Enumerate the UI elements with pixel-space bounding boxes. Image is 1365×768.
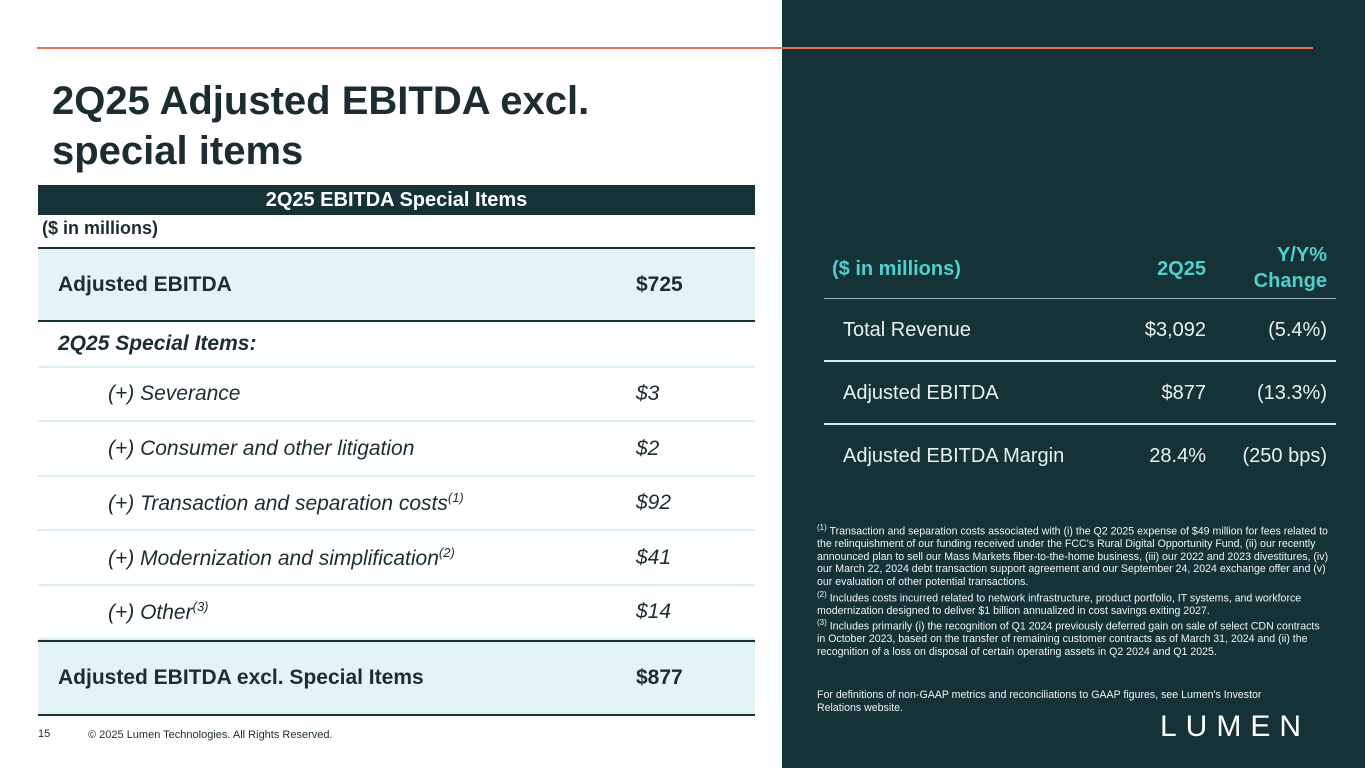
row-label: (+) Modernization and simplification(2) (108, 545, 455, 571)
table-row: (+) Other(3) $14 (38, 586, 755, 640)
row-label: Adjusted EBITDA (58, 273, 232, 297)
column-header: Y/Y% Change (1253, 244, 1327, 292)
row-value: $2 (636, 436, 660, 460)
row-value: $14 (636, 600, 672, 623)
table-row: (+) Modernization and simplification(2) $… (38, 531, 755, 586)
table-row: (+) Consumer and other litigation $2 (38, 422, 755, 477)
footnote: (3) Includes primarily (i) the recogniti… (817, 617, 1329, 658)
table-row: Adjusted EBITDA excl. Special Items $877 (38, 640, 755, 716)
page-number: 15 (38, 728, 51, 740)
label-text: Adjusted EBITDA excl. Special Items (58, 666, 424, 689)
row-label: Total Revenue (843, 319, 971, 341)
footnote-text: Includes costs incurred related to netwo… (817, 592, 1302, 617)
row-label: Adjusted EBITDA excl. Special Items (58, 666, 424, 690)
table-row: (+) Severance $3 (38, 368, 755, 422)
label-text: (+) Other (108, 601, 193, 624)
row-label: Adjusted EBITDA (843, 382, 999, 404)
label-text: 2Q25 Special Items: (58, 332, 257, 355)
row-value: $41 (636, 545, 672, 569)
row-change: (250 bps) (1242, 445, 1328, 467)
footnote: (2) Includes costs incurred related to n… (817, 589, 1329, 618)
row-change: (13.3%) (1256, 382, 1327, 404)
row-change: (5.4%) (1268, 319, 1327, 341)
summary-header: ($ in millions) 2Q25 Y/Y% Change (824, 240, 1336, 299)
footnote-ref: (3) (192, 599, 209, 614)
row-value: $877 (636, 666, 683, 689)
column-header: 2Q25 (1157, 258, 1206, 280)
row-value: $92 (636, 491, 672, 514)
footnote-marker: (1) (817, 523, 827, 532)
label-text: (+) Consumer and other litigation (108, 436, 415, 460)
definitions-note: For definitions of non-GAAP metrics and … (817, 689, 1262, 714)
row-value: $3 (636, 382, 660, 405)
table-row: 2Q25 Special Items: (38, 322, 755, 368)
copyright: © 2025 Lumen Technologies. All Rights Re… (88, 729, 333, 741)
footnote-ref: (1) (447, 490, 464, 505)
row-label: Adjusted EBITDA Margin (843, 445, 1065, 467)
table-unit: ($ in millions) (42, 218, 159, 238)
column-header: ($ in millions) (832, 258, 961, 280)
row-label: 2Q25 Special Items: (58, 332, 256, 356)
row-label: (+) Consumer and other litigation (108, 437, 414, 461)
row-value: 28.4% (1149, 445, 1206, 467)
label-text: Adjusted EBITDA (58, 272, 232, 296)
row-label: (+) Transaction and separation costs(1) (108, 490, 464, 516)
summary-row: Total Revenue $3,092 (5.4%) (824, 299, 1336, 362)
row-value: $725 (636, 272, 683, 296)
footnote-marker: (3) (817, 618, 827, 628)
row-label: (+) Severance (108, 382, 240, 406)
label-text: (+) Severance (108, 382, 241, 405)
table-title: 2Q25 EBITDA Special Items (38, 185, 755, 215)
label-text: (+) Transaction and separation costs (108, 492, 448, 515)
footnote-text: Transaction and separation costs associa… (817, 525, 1329, 588)
footnote-text: Includes primarily (i) the recognition o… (817, 620, 1320, 658)
logo: LUMEN (1160, 710, 1311, 743)
table-row: Adjusted EBITDA $725 (38, 247, 755, 322)
label-text: (+) Modernization and simplification (108, 546, 439, 570)
row-value: $877 (1161, 382, 1207, 404)
table-row: (+) Transaction and separation costs(1) $… (38, 477, 755, 531)
footnote-ref: (2) (438, 544, 455, 560)
dark-panel (782, 0, 1365, 768)
row-label: (+) Other(3) (108, 599, 209, 625)
row-value: $3,092 (1144, 319, 1206, 341)
summary-row: Adjusted EBITDA $877 (13.3%) (824, 362, 1336, 425)
footnote: (1) Transaction and separation costs ass… (817, 522, 1329, 589)
footnotes: (1) Transaction and separation costs ass… (817, 522, 1329, 659)
accent-rule (37, 47, 1313, 49)
summary-row: Adjusted EBITDA Margin 28.4% (250 bps) (824, 425, 1336, 488)
slide-title: 2Q25 Adjusted EBITDA excl. special items (52, 79, 590, 173)
footnote-marker: (2) (817, 589, 827, 599)
